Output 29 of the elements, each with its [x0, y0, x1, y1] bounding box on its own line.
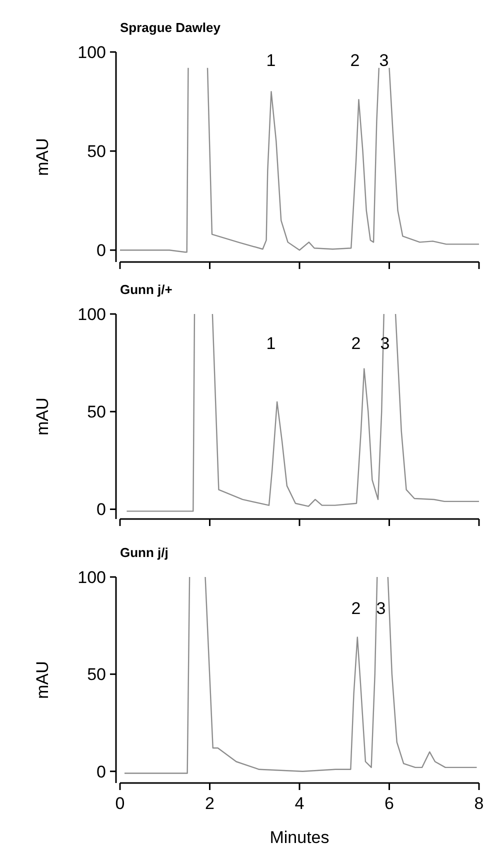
annotation: 1	[266, 51, 276, 70]
y-tick-label: 0	[96, 241, 106, 260]
annotation: 3	[376, 599, 386, 618]
y-tick-label: 50	[87, 402, 106, 422]
y-tick-label: 100	[78, 304, 106, 324]
annotation: 1	[266, 334, 276, 353]
x-tick-label: 6	[384, 794, 394, 813]
y-axis-title: mAU	[33, 138, 52, 176]
y-tick-label: 100	[78, 568, 106, 587]
chart-title: Gunn j/+	[120, 282, 173, 297]
y-tick-label: 0	[96, 500, 106, 520]
y-tick-label: 50	[87, 665, 106, 684]
annotation: 2	[351, 334, 361, 353]
annotation: 3	[380, 334, 390, 353]
x-tick-label: 2	[205, 794, 214, 813]
x-tick-label: 0	[115, 794, 125, 813]
x-axis-title: Minutes	[270, 828, 330, 847]
x-tick-label: 4	[294, 794, 304, 813]
y-axis-title: mAU	[33, 661, 52, 699]
x-tick-label: 8	[474, 794, 484, 813]
y-tick-label: 0	[96, 762, 106, 782]
y-tick-label: 50	[87, 142, 106, 162]
annotation: 2	[351, 599, 361, 618]
chart-title: Sprague Dawley	[120, 20, 222, 35]
y-tick-label: 100	[78, 42, 106, 62]
annotation: 2	[350, 51, 360, 70]
chart-title: Gunn j/j	[120, 545, 168, 560]
y-axis-title: mAU	[33, 398, 52, 436]
annotation: 3	[379, 51, 389, 70]
